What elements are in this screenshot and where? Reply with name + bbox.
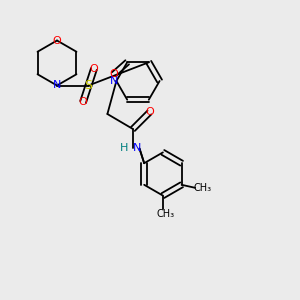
Text: N: N (110, 76, 118, 86)
Text: CH₃: CH₃ (194, 183, 212, 193)
Text: N: N (53, 80, 61, 91)
Text: O: O (52, 35, 62, 46)
Text: O: O (145, 107, 154, 118)
Text: O: O (79, 97, 88, 107)
Text: O: O (89, 64, 98, 74)
Text: N: N (133, 143, 142, 154)
Text: CH₃: CH₃ (157, 209, 175, 220)
Text: H: H (120, 143, 129, 154)
Text: O: O (109, 69, 118, 79)
Text: S: S (85, 79, 92, 92)
